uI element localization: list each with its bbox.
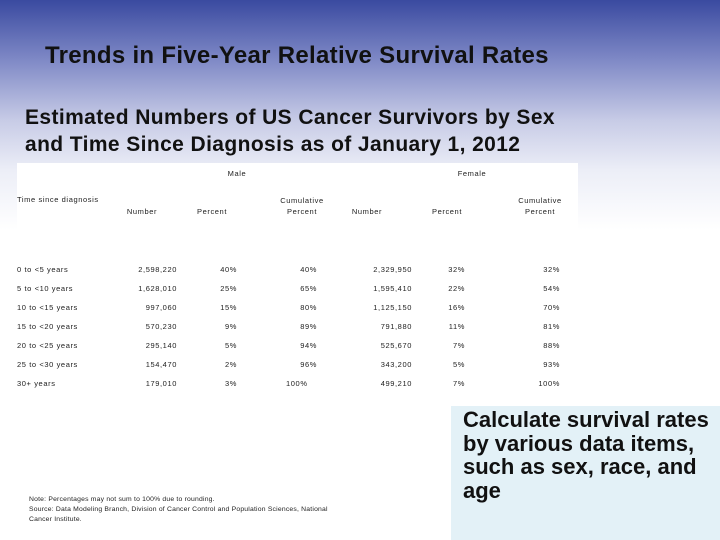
male-cumulative: 100% xyxy=(286,379,308,388)
female-cumulative: 81% xyxy=(543,322,560,331)
female-percent: 11% xyxy=(448,322,465,331)
male-percent: 9% xyxy=(224,322,237,331)
male-number: 295,140 xyxy=(145,341,177,350)
slide-title: Trends in Five-Year Relative Survival Ra… xyxy=(45,42,549,69)
subtitle-line-1: Estimated Numbers of US Cancer Survivors… xyxy=(25,106,555,129)
row-label: 5 to <10 years xyxy=(17,284,74,293)
female-cumulative: 70% xyxy=(543,303,560,312)
male-cumulative: 94% xyxy=(300,341,317,350)
note-rounding: Note: Percentages may not sum to 100% du… xyxy=(29,496,215,503)
male-number: 1,628,010 xyxy=(138,284,177,293)
female-percent: 32% xyxy=(448,265,465,274)
row-label: 25 to <30 years xyxy=(17,360,78,369)
male-cumulative: 80% xyxy=(300,303,317,312)
male-percent: 25% xyxy=(220,284,237,293)
female-cumulative: 32% xyxy=(543,265,560,274)
callout-box: Calculate survival rates by various data… xyxy=(451,406,720,540)
female-number: 343,200 xyxy=(380,360,412,369)
subtitle-line-2: and Time Since Diagnosis as of January 1… xyxy=(25,133,521,156)
female-number: 1,125,150 xyxy=(373,303,412,312)
header-female-percent: Percent xyxy=(431,207,463,216)
header-male-number: Number xyxy=(126,207,158,216)
row-label: 30+ years xyxy=(17,379,56,388)
header-male-cumulative-line-1: Cumulative xyxy=(280,196,324,205)
note-source-cont: Cancer Institute. xyxy=(29,516,82,523)
header-time-since-diagnosis: Time since diagnosis xyxy=(17,195,99,204)
male-cumulative: 96% xyxy=(300,360,317,369)
note-source: Source: Data Modeling Branch, Division o… xyxy=(29,506,328,513)
male-cumulative: 40% xyxy=(300,265,317,274)
header-male-cumulative: Cumulative Percent xyxy=(272,195,332,217)
slide-subtitle: Estimated Numbers of US Cancer Survivors… xyxy=(25,104,705,158)
callout-text: Calculate survival rates by various data… xyxy=(463,407,709,503)
male-percent: 15% xyxy=(220,303,237,312)
survivors-table: Male Female Time since diagnosis Number … xyxy=(17,163,578,400)
header-male-percent: Percent xyxy=(196,207,228,216)
female-number: 1,595,410 xyxy=(373,284,412,293)
female-percent: 7% xyxy=(452,341,465,350)
male-cumulative: 65% xyxy=(300,284,317,293)
male-number: 154,470 xyxy=(145,360,177,369)
male-cumulative: 89% xyxy=(300,322,317,331)
female-cumulative: 93% xyxy=(543,360,560,369)
row-label: 0 to <5 years xyxy=(17,265,69,274)
header-female-number: Number xyxy=(351,207,383,216)
female-percent: 5% xyxy=(452,360,465,369)
female-cumulative: 88% xyxy=(543,341,560,350)
female-percent: 22% xyxy=(448,284,465,293)
header-female: Female xyxy=(457,169,487,178)
male-percent: 2% xyxy=(224,360,237,369)
female-number: 2,329,950 xyxy=(373,265,412,274)
row-label: 10 to <15 years xyxy=(17,303,78,312)
male-percent: 3% xyxy=(224,379,237,388)
row-label: 15 to <20 years xyxy=(17,322,78,331)
header-male: Male xyxy=(227,169,247,178)
header-female-cumulative-line-2: Percent xyxy=(524,207,556,216)
table-notes: Note: Percentages may not sum to 100% du… xyxy=(29,495,389,525)
female-number: 525,670 xyxy=(380,341,412,350)
row-label: 20 to <25 years xyxy=(17,341,78,350)
male-number: 179,010 xyxy=(145,379,177,388)
male-percent: 40% xyxy=(220,265,237,274)
female-number: 791,880 xyxy=(380,322,412,331)
male-percent: 5% xyxy=(224,341,237,350)
female-percent: 7% xyxy=(452,379,465,388)
male-number: 2,598,220 xyxy=(138,265,177,274)
female-percent: 16% xyxy=(448,303,465,312)
header-female-cumulative-line-1: Cumulative xyxy=(518,196,562,205)
female-number: 499,210 xyxy=(380,379,412,388)
female-cumulative: 100% xyxy=(538,379,560,388)
male-number: 570,230 xyxy=(145,322,177,331)
header-male-cumulative-line-2: Percent xyxy=(286,207,318,216)
male-number: 997,060 xyxy=(145,303,177,312)
female-cumulative: 54% xyxy=(543,284,560,293)
header-female-cumulative: Cumulative Percent xyxy=(510,195,570,217)
